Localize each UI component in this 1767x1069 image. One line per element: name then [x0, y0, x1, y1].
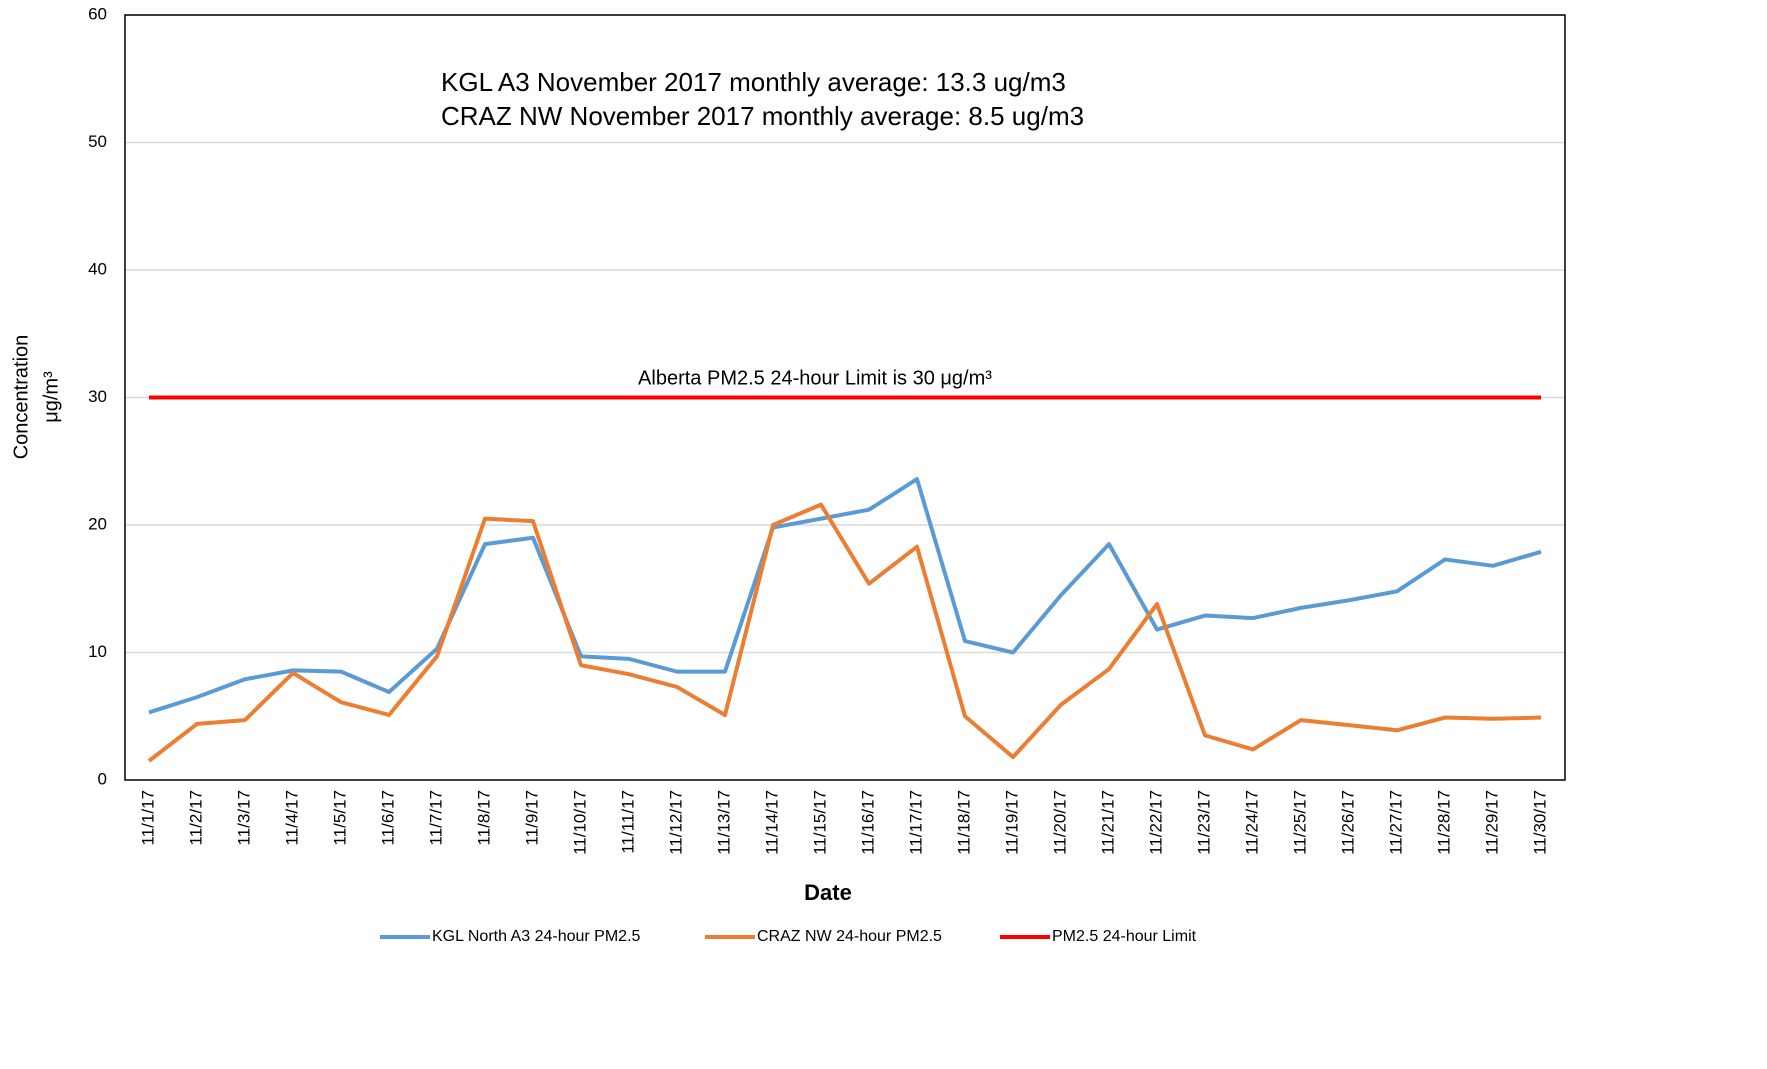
x-tick-label: 11/3/17: [234, 790, 253, 845]
x-tick-label: 11/23/17: [1194, 790, 1213, 855]
x-axis-label: Date: [804, 880, 852, 905]
legend-label: PM2.5 24-hour Limit: [1052, 928, 1197, 945]
x-tick-label: 11/18/17: [954, 790, 973, 855]
x-tick-label: 11/22/17: [1146, 790, 1165, 855]
x-tick-label: 11/14/17: [762, 790, 781, 855]
x-tick-label: 11/24/17: [1242, 790, 1261, 855]
plot-frame: [124, 14, 1566, 781]
y-tick-label: 60: [88, 4, 107, 23]
x-tick-label: 11/19/17: [1002, 790, 1021, 855]
legend: KGL North A3 24-hour PM2.5 CRAZ NW 24-hou…: [380, 928, 1197, 945]
x-tick-label: 11/30/17: [1530, 790, 1549, 855]
x-tick-label: 11/26/17: [1338, 790, 1357, 855]
x-tick-label: 11/8/17: [474, 790, 493, 845]
legend-label: KGL North A3 24-hour PM2.5: [432, 928, 641, 945]
x-tick-label: 11/12/17: [666, 790, 685, 855]
y-tick-label: 30: [88, 387, 107, 406]
x-tick-label: 11/29/17: [1482, 790, 1501, 855]
x-tick-label: 11/15/17: [810, 790, 829, 855]
x-tick-label: 11/5/17: [330, 790, 349, 845]
legend-label: CRAZ NW 24-hour PM2.5: [757, 928, 942, 945]
series-line: [147, 502, 1542, 763]
annotation: Alberta PM2.5 24-hour Limit is 30 μg/m³: [638, 367, 992, 389]
y-tick-label: 10: [88, 642, 107, 661]
x-tick-label: 11/16/17: [858, 790, 877, 855]
y-tick-label: 20: [88, 514, 107, 533]
x-tick-label: 11/4/17: [282, 790, 301, 845]
x-tick-label: 11/20/17: [1050, 790, 1069, 855]
y-axis-label: Concentration: [10, 335, 32, 460]
x-tick-label: 11/7/17: [426, 790, 445, 845]
x-tick-label: 11/9/17: [522, 790, 541, 845]
x-tick-label: 11/1/17: [138, 790, 157, 845]
x-tick-label: 11/25/17: [1290, 790, 1309, 855]
x-tick-label: 11/10/17: [570, 790, 589, 855]
annotation: KGL A3 November 2017 monthly average: 13…: [441, 67, 1066, 97]
x-tick-label: 11/11/17: [618, 790, 637, 854]
x-tick-label: 11/21/17: [1098, 790, 1117, 855]
y-tick-label: 50: [88, 132, 107, 151]
x-tick-label: 11/6/17: [378, 790, 397, 845]
x-tick-label: 11/2/17: [186, 790, 205, 845]
y-tick-label: 40: [88, 259, 107, 278]
y-axis-label: μg/m³: [40, 371, 62, 423]
x-tick-label: 11/27/17: [1386, 790, 1405, 855]
x-tick-label: 11/28/17: [1434, 790, 1453, 855]
series-line: [148, 477, 1542, 715]
annotation: CRAZ NW November 2017 monthly average: 8…: [441, 101, 1084, 131]
x-tick-label: 11/13/17: [714, 790, 733, 855]
y-tick-label: 0: [98, 769, 107, 788]
x-tick-label: 11/17/17: [906, 790, 925, 855]
